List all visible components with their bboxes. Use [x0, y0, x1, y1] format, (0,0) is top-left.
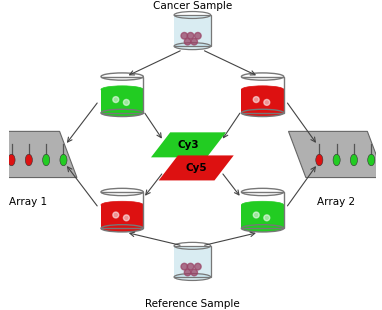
Ellipse shape: [101, 225, 143, 232]
Ellipse shape: [350, 154, 358, 166]
Ellipse shape: [101, 109, 143, 117]
Ellipse shape: [241, 201, 284, 209]
Polygon shape: [241, 205, 284, 228]
Circle shape: [264, 100, 270, 105]
Circle shape: [113, 212, 119, 218]
Polygon shape: [174, 15, 210, 46]
Text: Array 2: Array 2: [317, 197, 355, 207]
Polygon shape: [241, 90, 284, 113]
Circle shape: [253, 212, 259, 218]
Circle shape: [123, 100, 129, 105]
Circle shape: [187, 263, 194, 270]
Polygon shape: [159, 155, 234, 180]
Circle shape: [184, 269, 191, 276]
Polygon shape: [101, 205, 143, 228]
Text: Cy3: Cy3: [178, 140, 199, 150]
Circle shape: [187, 33, 194, 39]
Ellipse shape: [368, 154, 375, 166]
Circle shape: [194, 33, 201, 39]
Circle shape: [181, 263, 188, 270]
Circle shape: [184, 38, 191, 45]
Ellipse shape: [25, 154, 32, 166]
Ellipse shape: [241, 109, 284, 117]
Polygon shape: [151, 132, 226, 157]
Circle shape: [191, 38, 197, 45]
Ellipse shape: [101, 86, 143, 93]
Ellipse shape: [241, 86, 284, 93]
Ellipse shape: [316, 154, 323, 166]
Text: Array 1: Array 1: [9, 197, 47, 207]
Circle shape: [181, 33, 188, 39]
Ellipse shape: [333, 154, 340, 166]
Circle shape: [113, 97, 119, 103]
Text: Reference Sample: Reference Sample: [145, 299, 240, 309]
Circle shape: [191, 269, 197, 276]
Polygon shape: [101, 90, 143, 113]
Ellipse shape: [174, 273, 210, 281]
Ellipse shape: [101, 201, 143, 209]
Circle shape: [123, 215, 129, 221]
Circle shape: [264, 215, 270, 221]
Ellipse shape: [174, 43, 210, 50]
Polygon shape: [288, 131, 382, 178]
Text: Cancer Sample: Cancer Sample: [153, 1, 232, 11]
Polygon shape: [174, 246, 210, 277]
Circle shape: [253, 97, 259, 103]
Text: Cy5: Cy5: [185, 163, 207, 173]
Ellipse shape: [60, 154, 67, 166]
Polygon shape: [0, 131, 77, 178]
Ellipse shape: [8, 154, 15, 166]
Ellipse shape: [241, 225, 284, 232]
Ellipse shape: [43, 154, 50, 166]
Circle shape: [194, 263, 201, 270]
